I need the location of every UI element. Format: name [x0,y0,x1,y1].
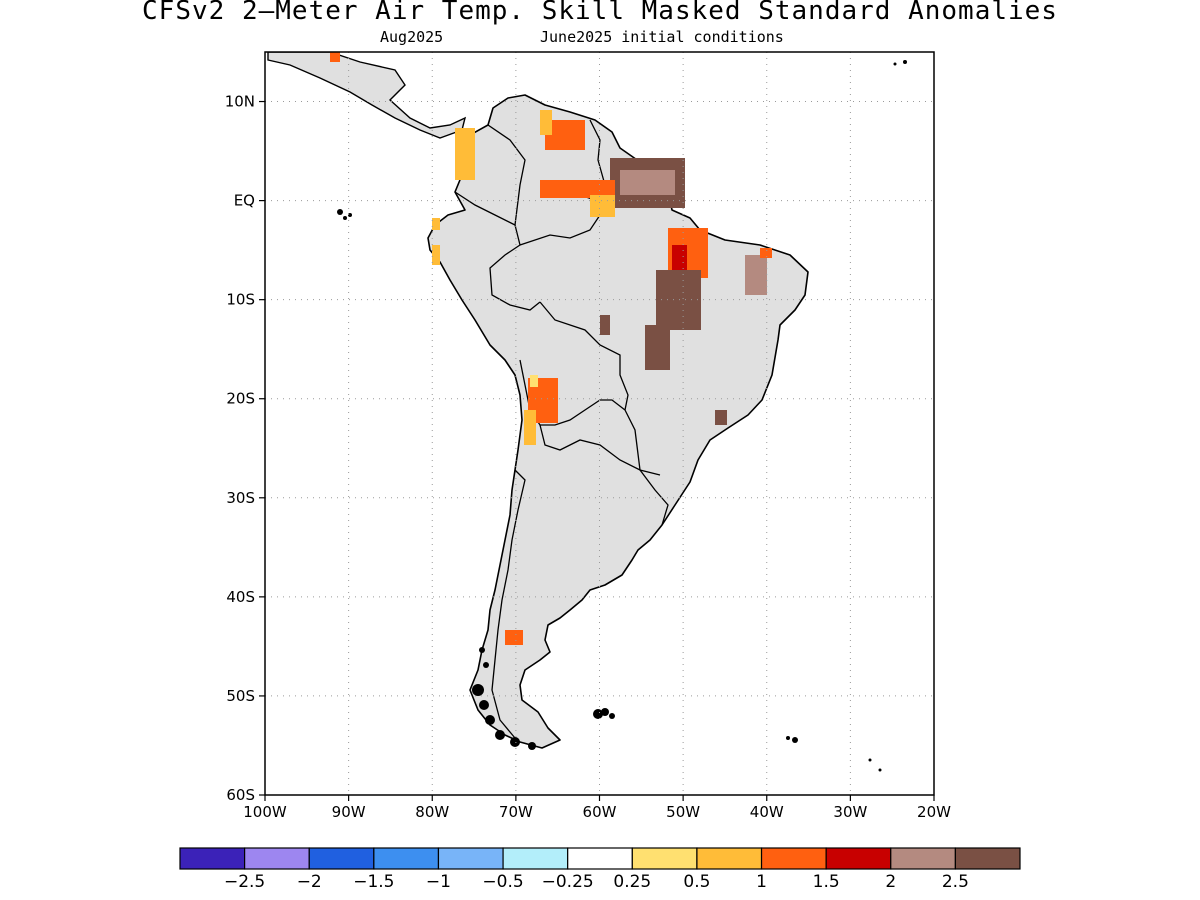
islands [337,60,907,772]
colorbar-label: 0.25 [613,872,651,892]
color-bar: −2.5 −2 −1.5 −1 −0.5 −0.25 0.25 0.5 1 1.5 2 2.5 [179,847,1021,892]
colorbar-swatch [308,847,375,870]
lon-tick-label: 90W [332,803,366,821]
colorbar-swatch [502,847,569,870]
map-title: CFSv2 2—Meter Air Temp. Skill Masked Sta… [142,0,1058,26]
colorbar-swatch [373,847,440,870]
colorbar-swatch [244,847,310,870]
lat-tick-label: 60S [226,786,255,804]
lat-tick-label: 10S [226,291,255,309]
lon-tick-label: 100W [243,803,287,821]
forecast-month: Aug2025 [380,28,444,46]
lat-tick-label: 20S [226,390,255,408]
colorbar-label: 0.5 [683,872,710,892]
initial-conditions: June2025 initial conditions [540,28,784,46]
lon-tick-label: 50W [666,803,700,821]
colorbar-swatch [760,847,827,870]
lon-tick-label: 40W [750,803,784,821]
colorbar-swatch [825,847,892,870]
colorbar-label: 1.5 [813,872,840,892]
colorbar-label: 2 [885,872,896,892]
colorbar-swatch [631,847,698,870]
lat-tick-label: 30S [226,489,255,507]
colorbar-label: 1 [756,872,767,892]
colorbar-label: −2.5 [224,872,265,892]
lat-tick-label: 50S [226,687,255,705]
colorbar-label: −0.25 [542,872,594,892]
central-america-land [267,52,467,139]
colorbar-swatch [890,847,956,870]
colorbar-swatch [437,847,504,870]
lon-tick-label: 60W [583,803,617,821]
colorbar-label: 2.5 [942,872,969,892]
lat-tick-label: 40S [226,588,255,606]
colorbar-label: −1.5 [353,872,394,892]
lon-tick-label: 70W [499,803,533,821]
lon-tick-label: 80W [415,803,449,821]
anomaly-patches [330,52,772,645]
colorbar-label: −1 [426,872,451,892]
lat-tick-label: EQ [234,192,255,210]
colorbar-swatch [179,847,246,870]
colorbar-label: −0.5 [482,872,523,892]
colorbar-label: −2 [297,872,322,892]
lon-tick-label: 30W [833,803,867,821]
colorbar-swatch [567,847,633,870]
lon-tick-label: 20W [917,803,951,821]
colorbar-swatch [954,847,1021,870]
colorbar-swatch [696,847,763,870]
lat-tick-label: 10N [225,93,255,111]
